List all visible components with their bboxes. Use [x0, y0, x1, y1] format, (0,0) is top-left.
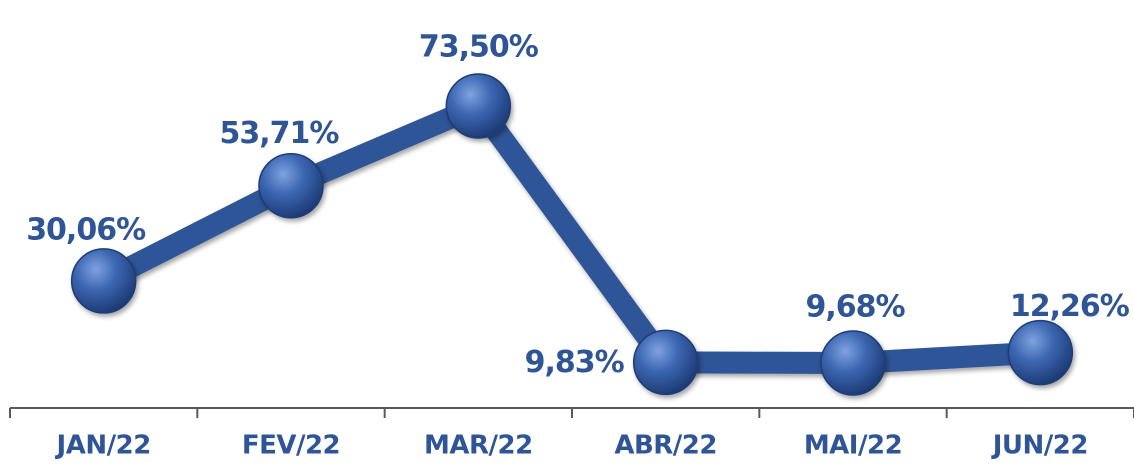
data-label: 9,83%: [525, 345, 625, 380]
data-label: 30,06%: [26, 212, 146, 247]
tick-label-layer: JAN/22 FEV/22 MAR/22 ABR/22 MAI/22 JUN/22: [55, 431, 1089, 461]
data-point-marker: [445, 73, 512, 139]
data-label-layer: 30,06% 53,71% 73,50% 9,83% 9,68% 12,26%: [26, 30, 1131, 380]
x-tick-label: FEV/22: [242, 431, 340, 461]
x-tick-label: JUN/22: [991, 431, 1088, 461]
data-point-marker: [1007, 319, 1074, 386]
data-label: 73,50%: [419, 30, 539, 65]
x-tick-label: JAN/22: [55, 431, 151, 461]
data-label: 12,26%: [1010, 289, 1130, 324]
x-axis: [9, 407, 1134, 418]
x-tick-label: ABR/22: [614, 431, 717, 461]
marker-layer: [70, 73, 1074, 396]
data-label: 53,71%: [220, 116, 340, 151]
x-tick-label: MAR/22: [424, 431, 533, 461]
data-point-marker: [820, 330, 886, 396]
data-point-marker: [258, 152, 324, 219]
data-label: 9,68%: [805, 290, 905, 325]
x-tick-label: MAI/22: [804, 431, 902, 461]
data-point-marker: [70, 248, 137, 314]
data-point-marker: [632, 329, 699, 396]
